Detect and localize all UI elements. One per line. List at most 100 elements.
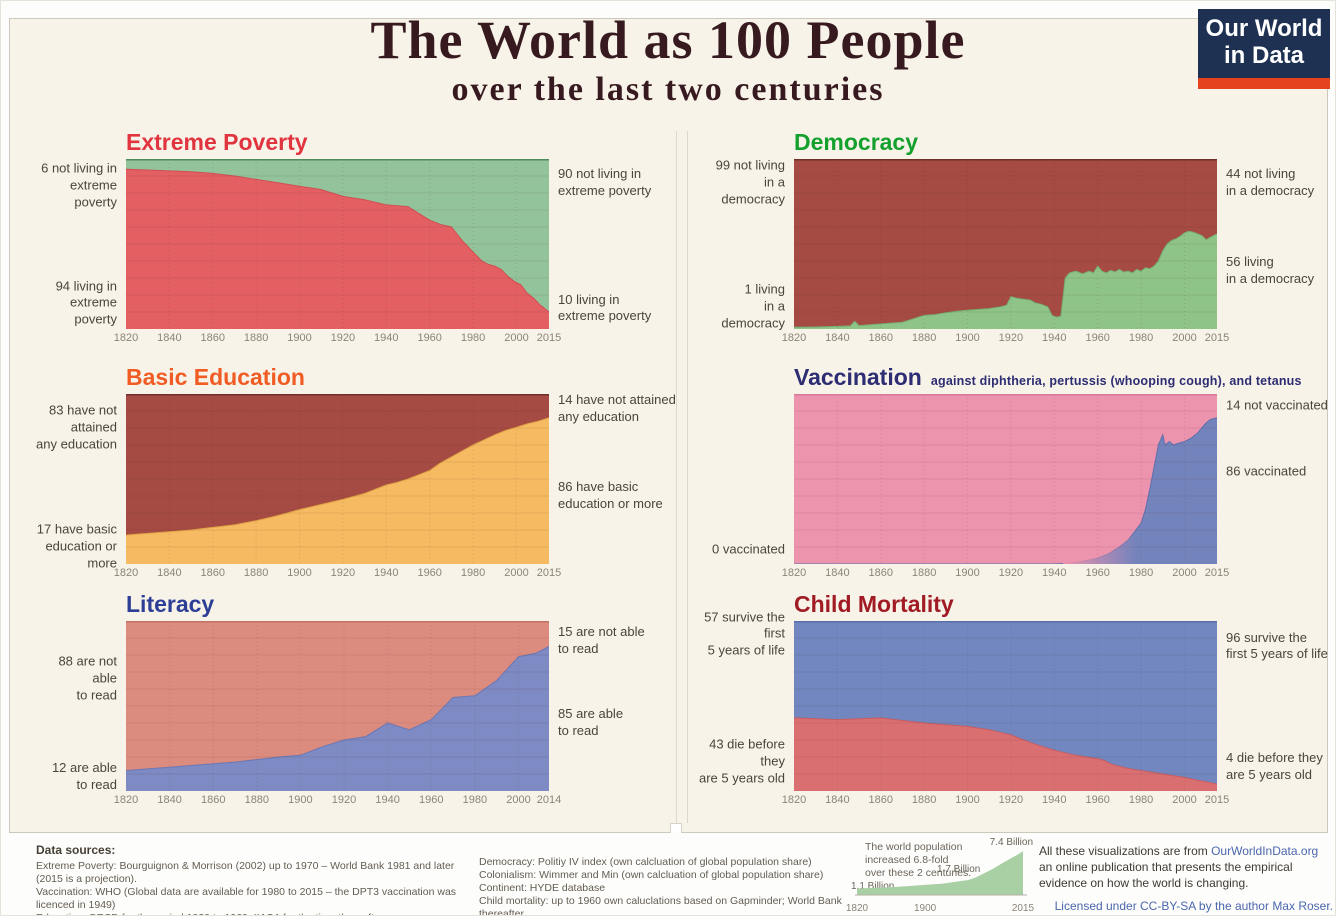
x-tick-label: 1940 <box>1042 567 1067 579</box>
about-paragraph: All these visualizations are from OurWor… <box>1039 844 1319 891</box>
chart-plot: 1820 1840 1860 1880 1900 1920 1940 1960 1980 2000… <box>782 621 1229 806</box>
chart-x-axis: 1820 1840 1860 1880 1900 1920 1940 1960 1980 2000… <box>114 791 561 807</box>
chart-x-axis: 1820 1840 1860 1880 1900 1920 1940 1960 1980 2000… <box>782 791 1229 807</box>
chart-x-axis: 1820 1840 1860 1880 1900 1920 1940 1960 1980 2000… <box>114 329 561 345</box>
x-tick-label: 1980 <box>1128 794 1154 806</box>
x-tick-label: 1940 <box>375 794 400 806</box>
x-tick-label: 1820 <box>781 567 807 579</box>
x-tick-label: 1840 <box>825 332 850 344</box>
chart-annotation: 86 have basic education or more <box>558 479 663 511</box>
chart-annotation: 14 not vaccinated <box>1226 397 1328 413</box>
population-label-end: 7.4 Billion <box>989 837 1033 848</box>
chart-annotation: 6 not living in extreme poverty <box>41 160 117 210</box>
chart-right-annotations: 14 not vaccinated 86 vaccinated <box>1226 394 1335 564</box>
source-line: Vaccination: WHO (Global data are availa… <box>36 885 457 911</box>
x-tick-label: 1960 <box>417 332 442 344</box>
x-tick-label: 1820 <box>781 794 807 806</box>
chart-x-axis: 1820 1840 1860 1880 1900 1920 1940 1960 1980 2000… <box>114 564 561 580</box>
x-tick-label: 1900 <box>288 794 313 806</box>
x-tick-label: 1920 <box>330 567 356 579</box>
data-sources-left: Data sources: Extreme Poverty: Bourguign… <box>36 843 476 915</box>
chart-annotation: 10 living in extreme poverty <box>558 291 652 324</box>
chart-left-annotations: 88 are not able to read 12 are able to re… <box>31 621 117 792</box>
chart-title: Basic Education <box>126 364 305 390</box>
chart-plot: 1820 1840 1860 1880 1900 1920 1940 1960 1980 2000… <box>782 159 1229 344</box>
x-tick-label: 1980 <box>1128 567 1154 579</box>
x-tick-label: 2015 <box>536 567 562 579</box>
chart-annotation: 90 not living in extreme poverty <box>558 165 652 198</box>
chart-annotation: 85 are able to read <box>558 706 624 738</box>
chart-area-svg <box>794 394 1217 564</box>
chart-plot: 1820 1840 1860 1880 1900 1920 1940 1960 1980 2000… <box>114 621 561 806</box>
x-tick-label: 1820 <box>781 332 807 344</box>
x-tick-label: 1860 <box>200 567 226 579</box>
chart-child-mortality: Child Mortality 57 survive the first 5 y… <box>699 591 1335 823</box>
page-title: The World as 100 People <box>370 10 966 70</box>
x-tick-label: 2015 <box>1204 794 1230 806</box>
chart-basic-education: Basic Education 83 have not attained any… <box>31 364 679 596</box>
owid-logo-stripe <box>1198 78 1330 89</box>
x-tick-label: 1860 <box>200 794 226 806</box>
chart-annotation: 0 vaccinated <box>712 541 785 557</box>
x-tick-label: 2014 <box>536 794 562 806</box>
x-tick-label: 1920 <box>331 794 357 806</box>
x-tick-label: 1940 <box>1042 794 1067 806</box>
chart-right-annotations: 90 not living in extreme poverty 10 livin… <box>558 159 679 329</box>
x-tick-label: 1980 <box>1128 332 1154 344</box>
chart-title: Extreme Poverty <box>126 129 308 155</box>
x-tick-label: 1840 <box>157 794 182 806</box>
x-tick-label: 1880 <box>243 332 269 344</box>
footer-notch <box>670 823 682 834</box>
x-tick-label: 1860 <box>868 567 894 579</box>
chart-annotation: 17 have basic education or more <box>36 521 117 571</box>
x-tick-label: 1960 <box>419 794 444 806</box>
chart-title: Child Mortality <box>794 591 954 617</box>
chart-area-svg <box>126 159 549 329</box>
x-tick-label: 1960 <box>1085 567 1110 579</box>
chart-left-annotations: 0 vaccinated <box>699 394 785 564</box>
chart-annotation: 83 have not attained any education <box>36 402 117 452</box>
x-tick-label: 1960 <box>1085 332 1110 344</box>
license-link[interactable]: Licensed under CC-BY-SA by the author Ma… <box>1054 899 1333 914</box>
population-chart-svg <box>855 851 1027 896</box>
chart-annotation: 43 die before they are 5 years old <box>699 736 785 786</box>
about-text: All these visualizations are from OurWor… <box>1039 843 1333 914</box>
x-tick-label: 1880 <box>911 332 937 344</box>
x-tick-label: 1960 <box>1085 794 1110 806</box>
owid-link[interactable]: OurWorldInData.org <box>1211 844 1319 858</box>
data-sources-title: Data sources: <box>36 843 116 857</box>
data-sources-mid-lines: Democracy: Politiy IV index (own calclua… <box>479 856 849 915</box>
x-tick-label: 2000 <box>1172 794 1197 806</box>
x-tick-label: 1980 <box>460 332 486 344</box>
chart-title: Democracy <box>794 129 919 155</box>
x-tick-label: 1920 <box>998 567 1024 579</box>
population-mini-chart: The world population increased 6.8-fold … <box>846 837 1035 915</box>
source-line: Extreme Poverty: Bourguignon & Morrison … <box>36 859 455 885</box>
chart-annotation: 94 living in extreme poverty <box>55 278 117 327</box>
x-tick-label: 2000 <box>504 332 529 344</box>
chart-left-annotations: 99 not living in a democracy 1 living in … <box>699 157 785 330</box>
footer: Data sources: Extreme Poverty: Bourguign… <box>1 833 1335 915</box>
x-tick-label: 1860 <box>200 332 226 344</box>
source-line: Continent: HYDE database <box>479 882 606 895</box>
population-x-tick: 2015 <box>1011 903 1035 914</box>
source-line: Colonialism: Wimmer and Min (own calclua… <box>479 869 824 882</box>
chart-right-annotations: 96 survive the first 5 years of life 4 di… <box>1226 621 1335 791</box>
chart-left-annotations: 6 not living in extreme poverty 94 living… <box>31 159 117 329</box>
population-label-start: 1.1 Billion <box>851 881 895 892</box>
x-tick-label: 2015 <box>1204 332 1230 344</box>
x-tick-label: 1860 <box>868 332 894 344</box>
x-tick-label: 1820 <box>113 567 139 579</box>
x-tick-label: 1900 <box>287 332 312 344</box>
chart-annotation: 1 living in a democracy <box>721 281 785 331</box>
x-tick-label: 1980 <box>462 794 488 806</box>
chart-plot: 1820 1840 1860 1880 1900 1920 1940 1960 1980 2000… <box>114 159 561 344</box>
chart-annotation: 12 are able to read <box>51 760 117 793</box>
chart-left-annotations: 83 have not attained any education 17 hav… <box>31 394 117 571</box>
chart-right-annotations: 44 not living in a democracy 56 living in… <box>1226 159 1335 329</box>
owid-logo: Our World in Data <box>1198 9 1330 89</box>
chart-annotation: 14 have not attained any education <box>558 392 676 425</box>
population-caption: The world population increased 6.8-fold … <box>865 841 972 880</box>
x-tick-label: 1920 <box>998 794 1024 806</box>
